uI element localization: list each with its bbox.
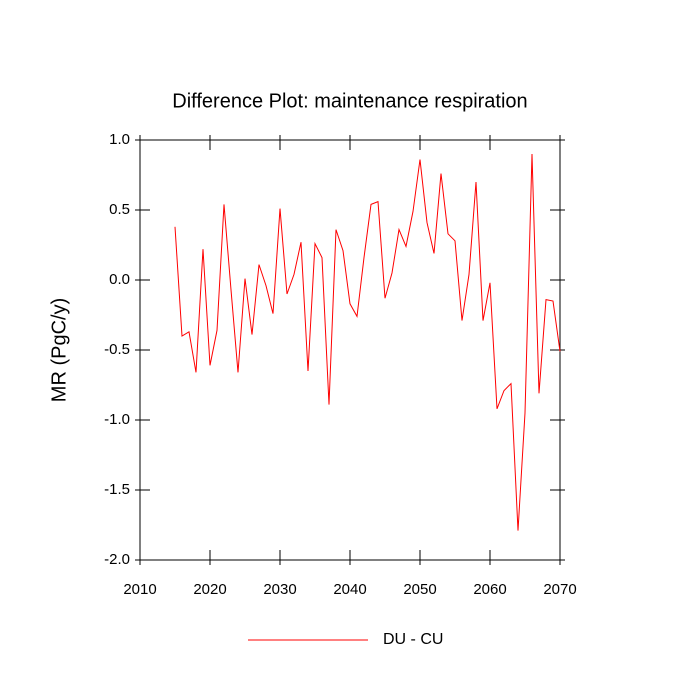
plot-frame (139, 139, 561, 561)
x-tick-label: 2070 (543, 581, 576, 598)
x-tick-label: 2040 (333, 581, 366, 598)
y-tick-label: -2.0 (104, 551, 130, 568)
chart-title: Difference Plot: maintenance respiration (172, 90, 527, 112)
y-tick-label: -0.5 (104, 341, 130, 358)
y-tick-label: 0.5 (109, 201, 130, 218)
x-tick-label: 2010 (123, 581, 156, 598)
y-tick-label: -1.0 (104, 411, 130, 428)
y-tick-label: -1.5 (104, 481, 130, 498)
data-line (174, 153, 561, 531)
y-tick-label: 1.0 (109, 131, 130, 148)
x-tick-label: 2060 (473, 581, 506, 598)
y-tick-label: 0.0 (109, 271, 130, 288)
x-tick-label: 2030 (263, 581, 296, 598)
x-tick-label: 2050 (403, 581, 436, 598)
y-axis-label: MR (PgC/y) (48, 298, 70, 402)
legend-label: DU - CU (383, 631, 443, 648)
x-tick-label: 2020 (193, 581, 226, 598)
